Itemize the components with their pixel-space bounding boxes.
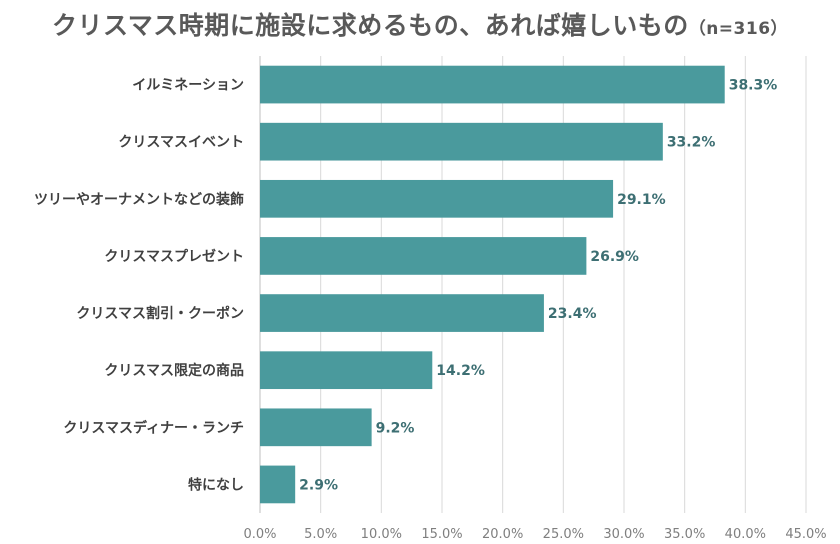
x-tick-label: 25.0% xyxy=(543,527,584,542)
data-label: 9.2% xyxy=(376,420,415,436)
category-label: クリスマス割引・クーポン xyxy=(76,305,244,322)
bar xyxy=(260,179,614,218)
x-tick-label: 10.0% xyxy=(361,527,402,542)
data-label: 23.4% xyxy=(548,306,597,322)
x-tick-label: 15.0% xyxy=(421,527,462,542)
x-tick-label: 5.0% xyxy=(304,527,337,542)
bar xyxy=(260,294,544,332)
chart-title: クリスマス時期に施設に求めるもの、あれば嬉しいもの（n=316） xyxy=(0,6,840,42)
data-label: 26.9% xyxy=(590,249,639,265)
x-tick-label: 35.0% xyxy=(664,527,705,542)
category-label: イルミネーション xyxy=(132,78,244,94)
bar xyxy=(260,122,663,161)
category-label: クリスマスディナー・ランチ xyxy=(63,419,244,436)
category-label: クリスマスプレゼント xyxy=(104,248,244,265)
bar xyxy=(260,237,587,275)
category-label: クリスマス限定の商品 xyxy=(104,362,244,379)
chart-sample-size: （n=316） xyxy=(688,19,789,39)
data-label: 29.1% xyxy=(617,192,666,208)
data-label: 2.9% xyxy=(299,477,338,493)
data-label: 33.2% xyxy=(667,135,716,151)
x-tick-label: 40.0% xyxy=(725,527,766,542)
x-tick-label: 45.0% xyxy=(785,527,826,542)
x-tick-label: 30.0% xyxy=(603,527,644,542)
category-label: 特になし xyxy=(188,476,244,493)
category-label: クリスマスイベント xyxy=(118,135,244,151)
x-tick-label: 0.0% xyxy=(243,527,276,542)
category-label: ツリーやオーナメントなどの装飾 xyxy=(34,191,244,208)
data-label: 14.2% xyxy=(436,363,485,379)
chart-title-text: クリスマス時期に施設に求めるもの、あれば嬉しいもの xyxy=(51,11,689,40)
data-label: 38.3% xyxy=(729,78,778,94)
bar xyxy=(260,408,372,447)
bar xyxy=(260,65,725,104)
bar xyxy=(260,351,433,390)
bar xyxy=(260,465,296,504)
x-tick-label: 20.0% xyxy=(482,527,523,542)
